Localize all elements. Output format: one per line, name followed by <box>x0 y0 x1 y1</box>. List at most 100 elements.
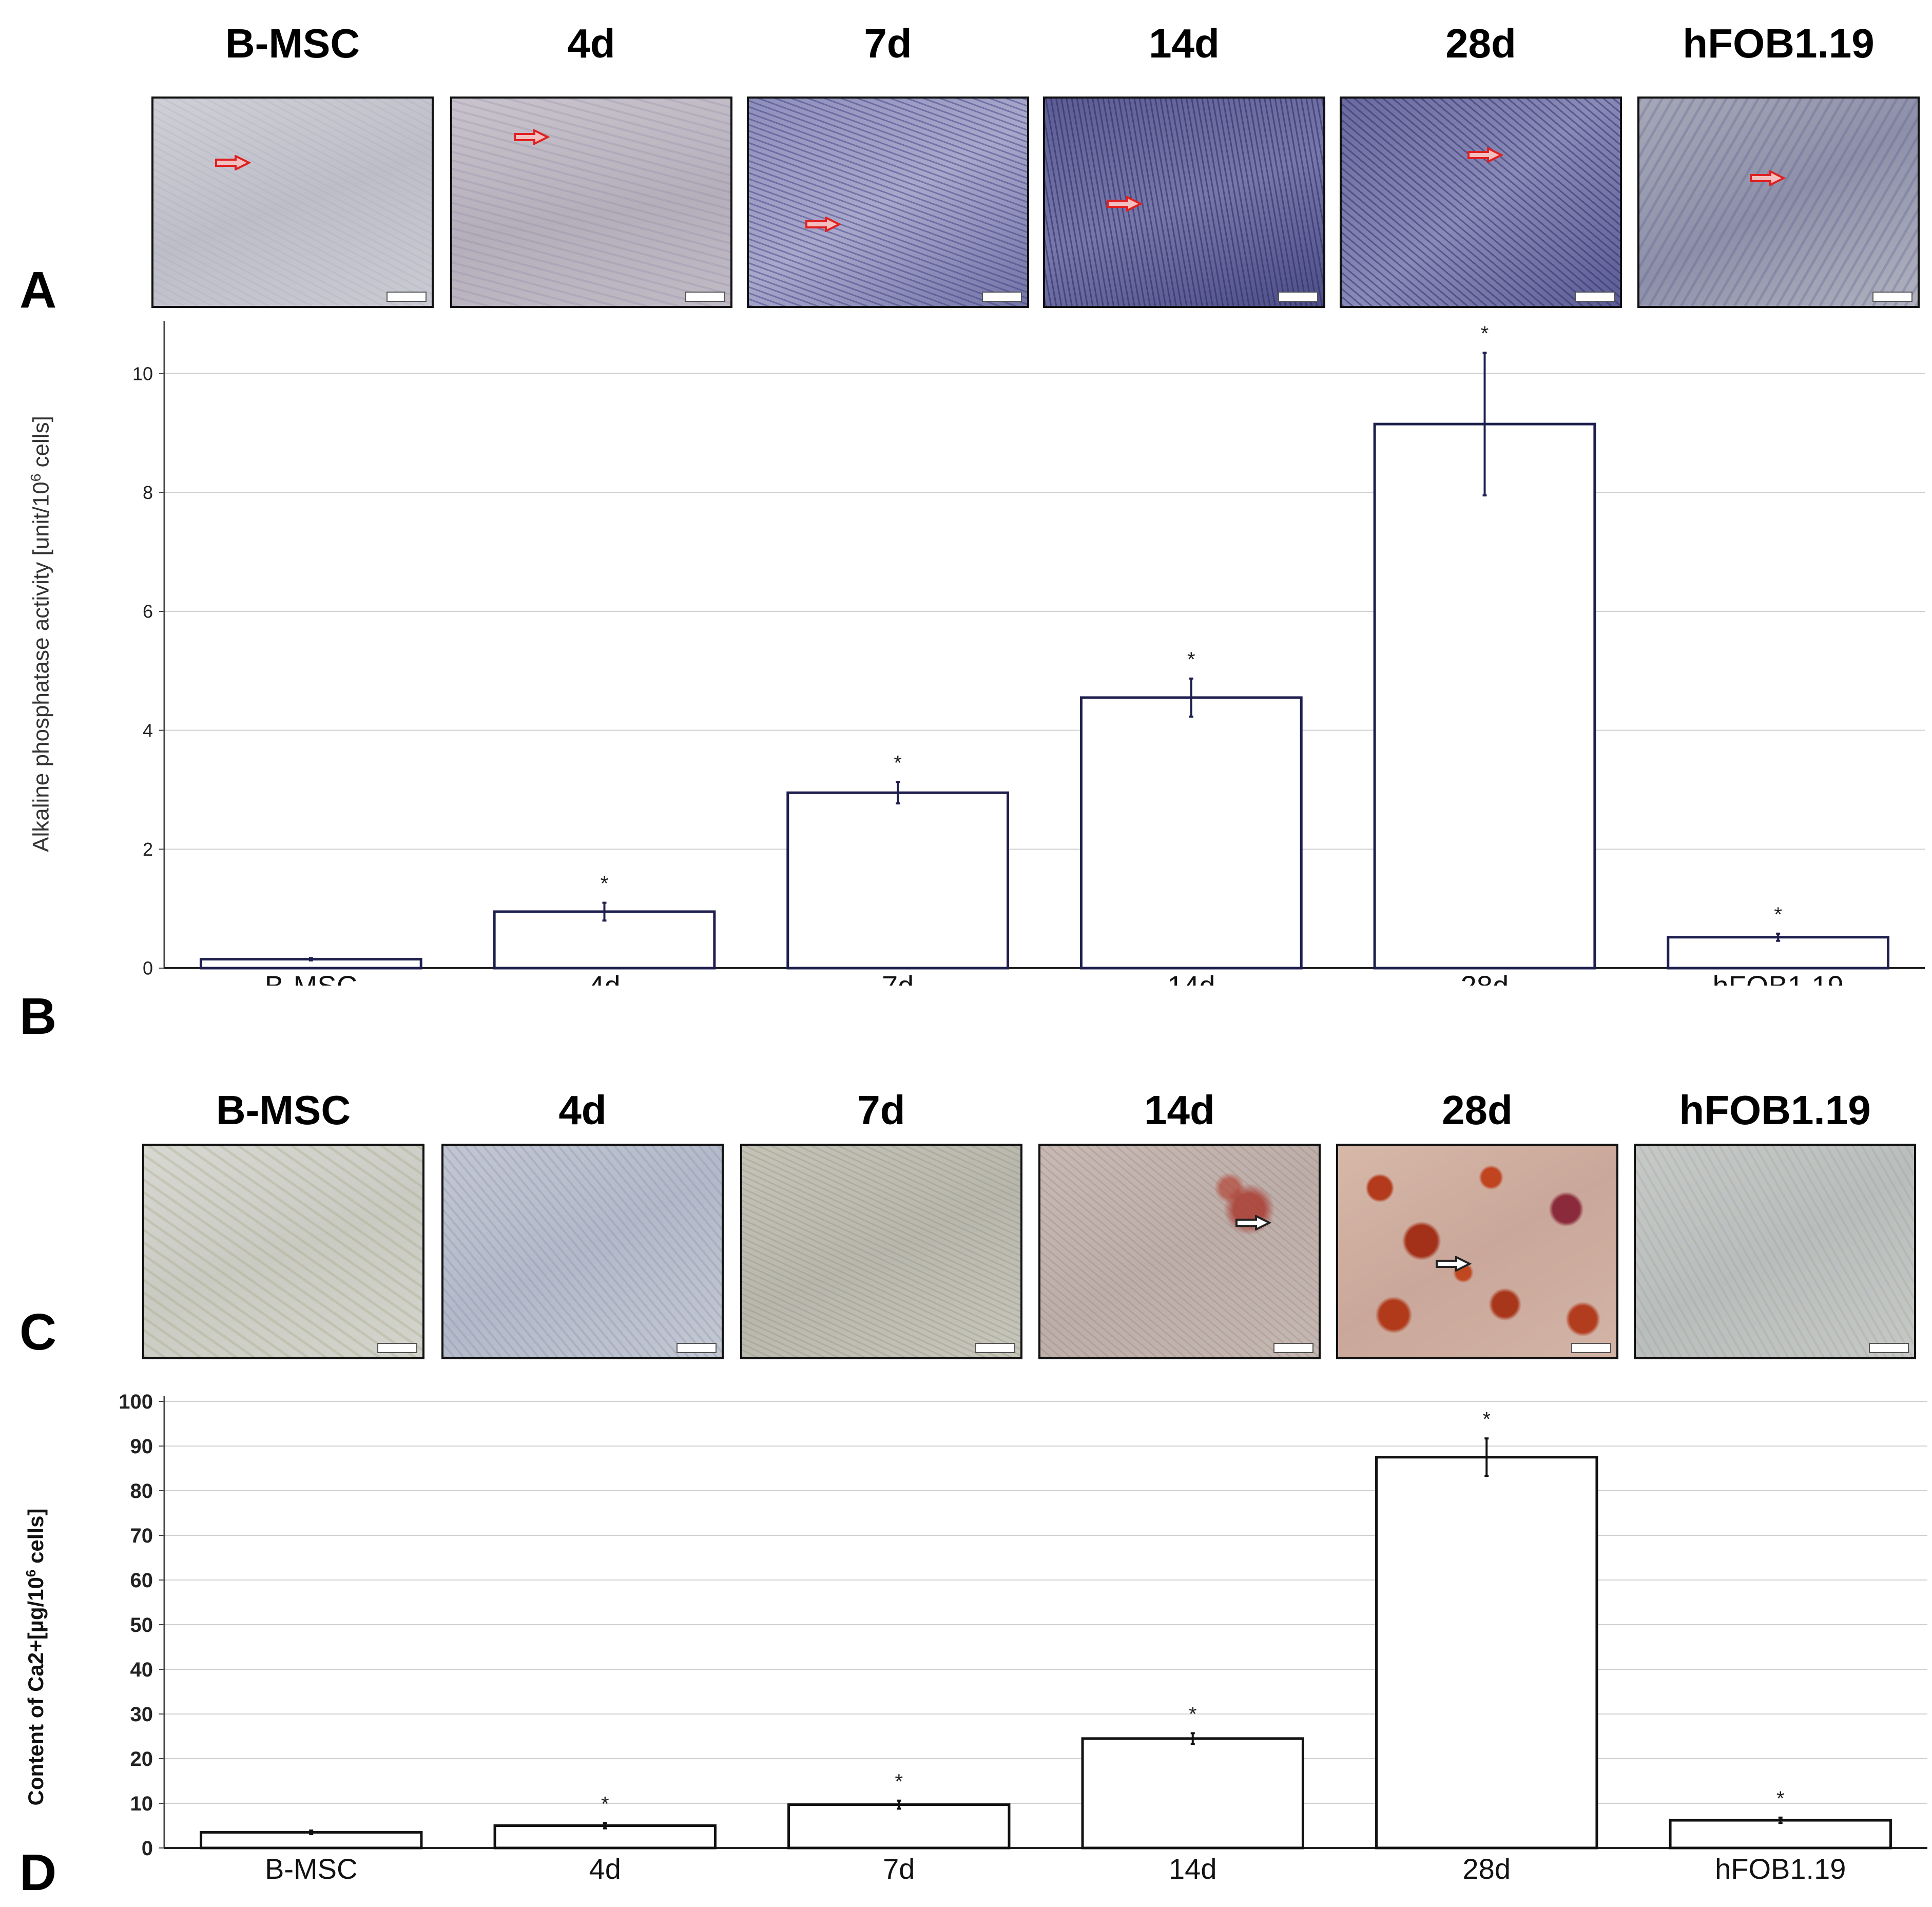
scale-bar <box>685 292 725 302</box>
bar-14d <box>1079 696 1303 970</box>
x-tick-label: 7d <box>883 1853 915 1885</box>
y-tick-label: 0 <box>142 1837 153 1860</box>
scale-bar <box>1872 292 1912 302</box>
x-tick-label: 14d <box>1167 970 1215 986</box>
scale-bar <box>1575 292 1615 302</box>
y-tick-label: 4 <box>143 720 153 741</box>
alp-y-axis-label: Alkaline phosphatase activity [unit/106 … <box>28 416 54 852</box>
arrow-icon <box>1750 170 1786 186</box>
bar-7d <box>787 1803 1011 1850</box>
scale-bar <box>677 1343 717 1353</box>
significance-marker: * <box>895 1770 903 1793</box>
image-label-c-4d: 4d <box>558 1087 607 1133</box>
y-tick-label: 80 <box>130 1480 153 1503</box>
arrow-icon <box>1467 147 1503 163</box>
micrograph-a-bmsc <box>151 97 434 308</box>
y-tick-label: 6 <box>143 601 153 622</box>
y-tick-label: 8 <box>143 482 153 503</box>
micrograph-c-4d <box>441 1144 724 1359</box>
x-tick-label: B-MSC <box>265 1853 357 1885</box>
y-tick-label: 10 <box>132 363 153 384</box>
x-tick-label: 4d <box>588 970 620 986</box>
x-tick-label: 28d <box>1461 970 1509 986</box>
micrograph-a-14d <box>1043 97 1325 308</box>
significance-marker: * <box>601 873 609 895</box>
bar-4d <box>493 1824 717 1850</box>
arrow-icon <box>514 129 550 145</box>
significance-marker: * <box>1482 1408 1491 1431</box>
micrograph-c-bmsc <box>142 1144 424 1359</box>
y-tick-label: 90 <box>130 1435 153 1458</box>
image-label-a-4d: 4d <box>567 21 615 66</box>
micrograph-c-hfob <box>1634 1144 1916 1359</box>
arrow-icon <box>805 217 841 232</box>
image-label-a-bmsc: B-MSC <box>225 21 360 66</box>
y-tick-label: 0 <box>143 958 153 979</box>
y-tick-label: 2 <box>143 839 153 860</box>
significance-marker: * <box>1774 903 1782 926</box>
y-tick-label: 30 <box>130 1703 153 1726</box>
y-tick-label: 70 <box>130 1525 153 1547</box>
arrow-icon <box>215 155 251 170</box>
significance-marker: * <box>1776 1787 1785 1810</box>
image-label-a-28d: 28d <box>1445 21 1516 66</box>
image-label-a-7d: 7d <box>864 21 912 66</box>
y-tick-label: 100 <box>119 1391 153 1413</box>
panel-letter-c: C <box>20 1303 57 1361</box>
arrow-icon <box>1436 1256 1472 1272</box>
scale-bar <box>982 292 1022 302</box>
x-tick-label: hFOB1.19 <box>1713 970 1844 986</box>
panel-letter-a: A <box>20 261 57 319</box>
image-label-c-7d: 7d <box>857 1087 905 1133</box>
x-tick-label: B-MSC <box>265 970 357 986</box>
micrograph-a-7d <box>747 97 1029 308</box>
y-tick-label: 20 <box>130 1748 153 1770</box>
arrow-icon <box>1107 196 1143 211</box>
micrograph-a-4d <box>450 97 732 308</box>
scale-bar <box>377 1343 417 1353</box>
bar-hfob1-19 <box>1669 1819 1892 1850</box>
image-label-c-hfob: hFOB1.19 <box>1679 1087 1871 1133</box>
x-tick-label: 14d <box>1169 1853 1216 1885</box>
significance-marker: * <box>894 752 902 774</box>
micrograph-c-14d <box>1038 1144 1321 1359</box>
significance-marker: * <box>1187 648 1195 671</box>
alp-activity-chart: 0 2 4 6 8 10 B-MSC * 4d * 7d * 14d * 28d * hFOB1.19 <box>132 321 1925 986</box>
image-label-c-bmsc: B-MSC <box>216 1087 351 1133</box>
micrograph-a-28d <box>1340 97 1622 308</box>
significance-marker: * <box>1189 1703 1197 1725</box>
scale-bar <box>1869 1343 1909 1353</box>
x-tick-label: 28d <box>1463 1853 1511 1885</box>
y-tick-label: 40 <box>130 1659 153 1681</box>
bar-hfob1-19 <box>1667 936 1890 970</box>
image-label-c-14d: 14d <box>1144 1087 1215 1133</box>
panel-letter-b: B <box>20 988 57 1045</box>
micrograph-c-28d <box>1336 1144 1618 1359</box>
micrograph-c-7d <box>740 1144 1022 1359</box>
image-label-a-hfob: hFOB1.19 <box>1683 21 1875 66</box>
bar-14d <box>1081 1737 1304 1850</box>
ca-y-axis-label: Content of Ca2+[µg/106 cells] <box>23 1508 48 1806</box>
image-label-c-28d: 28d <box>1442 1087 1513 1133</box>
bar-28d <box>1373 422 1596 970</box>
x-tick-label: 7d <box>882 970 914 986</box>
y-tick-label: 10 <box>130 1793 153 1815</box>
scale-bar <box>1571 1343 1611 1353</box>
scale-bar <box>387 292 427 302</box>
image-label-a-14d: 14d <box>1149 21 1220 66</box>
scale-bar <box>975 1343 1015 1353</box>
panel-letter-d: D <box>20 1844 57 1901</box>
x-tick-label: hFOB1.19 <box>1715 1853 1846 1885</box>
scale-bar <box>1278 292 1318 302</box>
y-tick-label: 50 <box>130 1614 153 1636</box>
micrograph-a-hfob <box>1637 97 1920 308</box>
calcium-content-chart: 0 10 20 30 40 50 60 70 80 90 100 B-MSC * 4d * 7d * 14d * 28… <box>119 1391 1927 1885</box>
significance-marker: * <box>601 1793 609 1815</box>
x-tick-label: 4d <box>589 1853 621 1885</box>
bar-7d <box>786 791 1010 970</box>
scale-bar <box>1273 1343 1313 1353</box>
arrow-icon <box>1235 1215 1271 1230</box>
y-tick-label: 60 <box>130 1569 153 1592</box>
significance-marker: * <box>1481 322 1489 345</box>
bar-28d <box>1375 1456 1598 1850</box>
